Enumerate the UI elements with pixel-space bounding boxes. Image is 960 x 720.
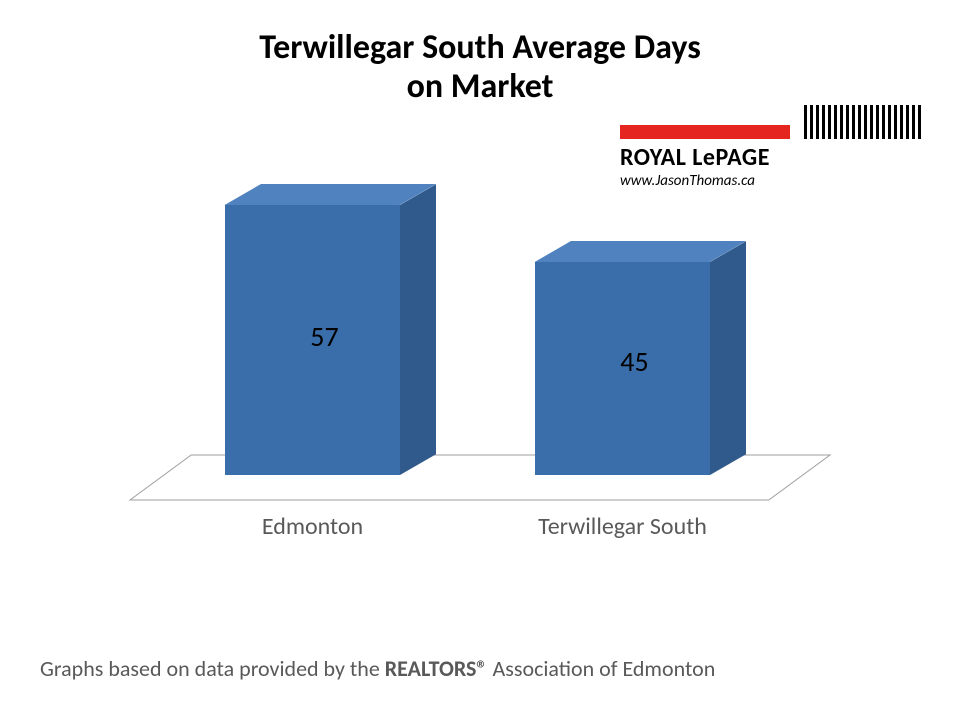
footer-attribution: Graphs based on data provided by the REA… <box>40 655 715 682</box>
title-line-2: on Market <box>0 67 960 106</box>
chart-container: Terwillegar South Average Days on Market… <box>0 0 960 720</box>
royal-lepage-logo: ROYAL LePAGE www.JasonThomas.ca <box>620 105 930 190</box>
logo-red-bar <box>620 125 790 139</box>
bar-front <box>535 262 710 475</box>
footer-suffix: Association of Edmonton <box>488 655 716 682</box>
bar-front <box>225 205 400 475</box>
logo-top-row <box>620 105 930 139</box>
bar-top <box>225 184 436 205</box>
category-label: Terwillegar South <box>505 512 740 541</box>
category-label: Edmonton <box>195 512 430 541</box>
chart-title: Terwillegar South Average Days on Market <box>0 28 960 106</box>
logo-brand-text: ROYAL LePAGE <box>620 143 930 172</box>
bar-side <box>710 241 746 475</box>
bar-terwillegar-south: 45 <box>535 262 710 475</box>
footer-prefix: Graphs based on data provided by the <box>40 655 385 682</box>
bar-edmonton: 57 <box>225 205 400 475</box>
bar-top <box>535 241 746 262</box>
title-line-1: Terwillegar South Average Days <box>0 28 960 67</box>
footer-bold: REALTORS® <box>385 655 488 682</box>
bar-side <box>400 184 436 475</box>
logo-barcode <box>804 105 921 139</box>
bar-chart-3d: 57 Edmonton 45 Terwillegar South <box>130 195 830 555</box>
logo-url-text: www.JasonThomas.ca <box>620 172 930 190</box>
